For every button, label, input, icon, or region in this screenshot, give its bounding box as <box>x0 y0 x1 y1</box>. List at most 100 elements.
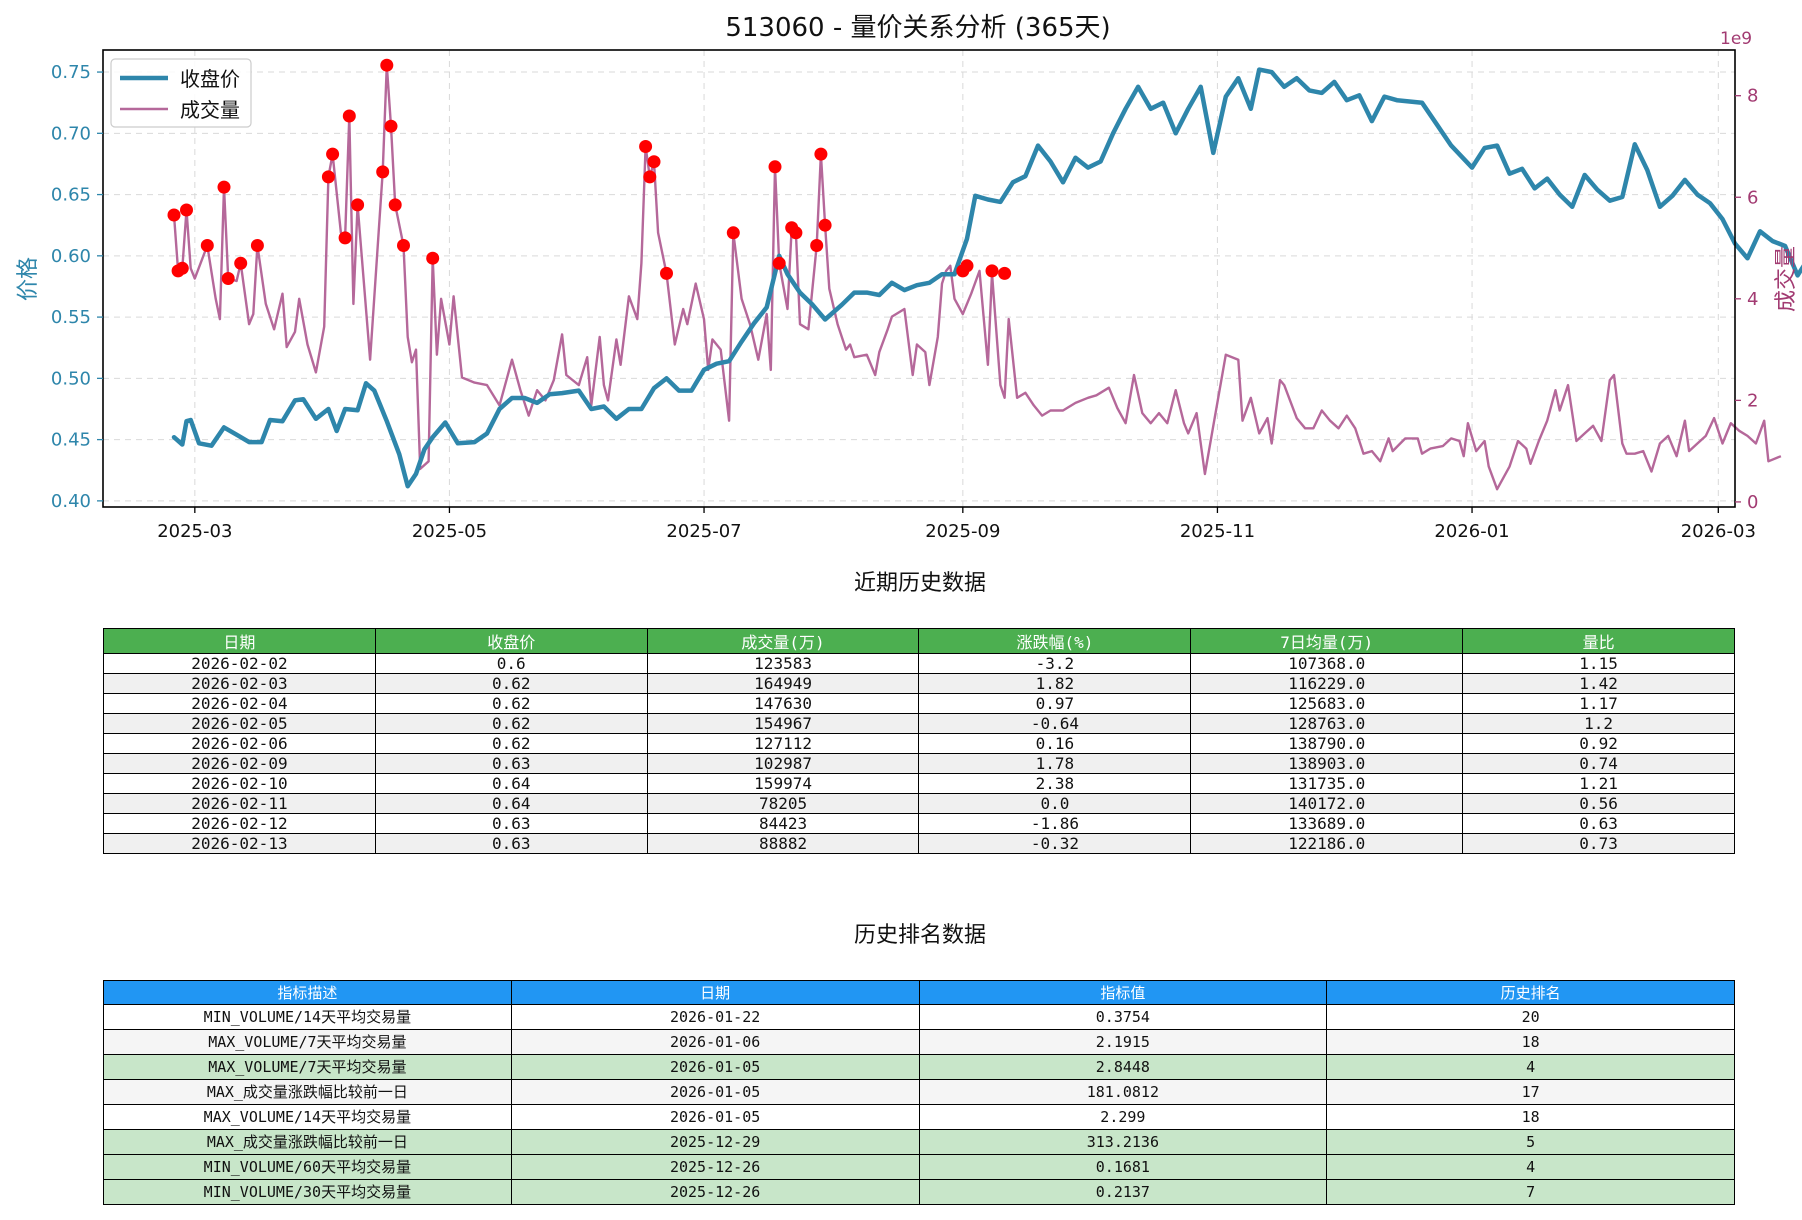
table-cell: 116229.0 <box>1190 673 1464 694</box>
table-cell: 1.17 <box>1462 693 1735 714</box>
volume-spike-point <box>217 180 231 194</box>
y-tick-label: 0.50 <box>51 368 91 389</box>
table-cell: 17 <box>1326 1079 1735 1105</box>
table-row: 2026-02-09 0.63 102987 1.78 138903.0 0.74 <box>103 753 1735 774</box>
table-row: MAX_成交量涨跌幅比较前一日 2025-12-29 313.2136 5 <box>103 1129 1735 1155</box>
x-tick-label: 2025-03 <box>157 521 232 542</box>
table-cell: 0.6 <box>374 653 648 674</box>
volume-spike-point <box>772 256 786 270</box>
x-tick-label: 2025-07 <box>666 521 741 542</box>
table-row: MAX_VOLUME/7天平均交易量 2026-01-06 2.1915 18 <box>103 1029 1735 1055</box>
volume-spike-point <box>814 147 828 161</box>
grid <box>103 50 1735 507</box>
volume-spike-point <box>643 170 657 184</box>
volume-spike-point <box>175 261 189 275</box>
table-cell: 2026-01-05 <box>510 1054 920 1080</box>
table-cell: 2.1915 <box>918 1029 1328 1055</box>
volume-spike-point <box>234 256 248 270</box>
table-cell: 128763.0 <box>1190 713 1464 734</box>
table-row: 2026-02-03 0.62 164949 1.82 116229.0 1.42 <box>103 673 1735 694</box>
volume-spike-point <box>818 218 832 232</box>
table-row: MIN_VOLUME/14天平均交易量 2026-01-22 0.3754 20 <box>103 1004 1735 1030</box>
table-cell: 138790.0 <box>1190 733 1464 754</box>
table-cell: 0.64 <box>374 793 648 814</box>
volume-spike-point <box>167 208 181 222</box>
table-cell: 7 <box>1326 1179 1735 1205</box>
table-cell: 18 <box>1326 1029 1735 1055</box>
table-cell: 4 <box>1326 1154 1735 1180</box>
y-tick-label: 0.65 <box>51 185 91 206</box>
table-cell: MAX_VOLUME/7天平均交易量 <box>103 1029 512 1055</box>
volume-spike-point <box>326 147 340 161</box>
table-cell: 131735.0 <box>1190 773 1464 794</box>
table-header-row: 指标描述 日期 指标值 历史排名 <box>103 980 1735 1005</box>
column-header: 收盘价 <box>374 628 648 654</box>
table-cell: 102987 <box>646 753 920 774</box>
table-row: 2026-02-05 0.62 154967 -0.64 128763.0 1.2 <box>103 713 1735 734</box>
volume-spike-point <box>726 226 740 240</box>
table-cell: -3.2 <box>918 653 1192 674</box>
table-cell: 2026-02-06 <box>103 733 376 754</box>
table-cell: 2025-12-29 <box>510 1129 920 1155</box>
volume-spike-point <box>985 264 999 278</box>
volume-series <box>172 64 1782 491</box>
table-cell: 123583 <box>646 653 920 674</box>
table-cell: 2026-02-04 <box>103 693 376 714</box>
table-header-row: 日期 收盘价 成交量(万) 涨跌幅(%) 7日均量(万) 量比 <box>103 628 1735 654</box>
y-tick-label: 0.55 <box>51 307 91 328</box>
y-axis-label: 价格 <box>16 257 41 301</box>
y-tick-label: 0.75 <box>51 62 91 83</box>
volume-spike-point <box>768 160 782 174</box>
y-tick-label: 0.45 <box>51 430 91 451</box>
table-cell: 1.78 <box>918 753 1192 774</box>
table-cell: 2026-02-10 <box>103 773 376 794</box>
y2-tick-label: 4 <box>1747 289 1758 310</box>
column-header: 涨跌幅(%) <box>918 628 1192 654</box>
table-cell: 2026-01-05 <box>510 1104 920 1130</box>
table-row: MAX_VOLUME/14天平均交易量 2026-01-05 2.299 18 <box>103 1104 1735 1130</box>
table-cell: 20 <box>1326 1004 1735 1030</box>
table-cell: 84423 <box>646 813 920 834</box>
volume-spike-point <box>660 266 673 280</box>
column-header: 指标描述 <box>103 980 512 1005</box>
table-row: MAX_成交量涨跌幅比较前一日 2026-01-05 181.0812 17 <box>103 1079 1735 1105</box>
table-cell: 1.21 <box>1462 773 1735 794</box>
legend: 收盘价 成交量 <box>110 58 252 128</box>
table-cell: 0.63 <box>374 833 648 854</box>
table-cell: 2026-01-06 <box>510 1029 920 1055</box>
y2-tick-label: 2 <box>1747 390 1758 411</box>
column-header: 日期 <box>510 980 920 1005</box>
volume-spike-point <box>221 272 235 285</box>
y-tick-label: 0.60 <box>51 246 91 267</box>
price-line <box>171 67 1802 489</box>
table-cell: 78205 <box>646 793 920 814</box>
volume-spike-markers <box>167 58 1012 285</box>
x-tick-label: 2025-05 <box>412 521 487 542</box>
table-cell: MAX_成交量涨跌幅比较前一日 <box>103 1129 512 1155</box>
table-cell: 18 <box>1326 1104 1735 1130</box>
table-cell: 2026-02-12 <box>103 813 376 834</box>
table-cell: 181.0812 <box>918 1079 1328 1105</box>
y2-axis-multiplier: 1e9 <box>1720 29 1752 49</box>
column-header: 成交量(万) <box>646 628 920 654</box>
plot-frame <box>102 49 1736 508</box>
table-cell: 0.3754 <box>918 1004 1328 1030</box>
column-header: 指标值 <box>918 980 1328 1005</box>
volume-spike-point <box>180 203 193 217</box>
y2-tick-label: 6 <box>1747 187 1758 208</box>
volume-spike-point <box>810 239 824 252</box>
table-cell: 1.2 <box>1462 713 1735 734</box>
table-row: 2026-02-10 0.64 159974 2.38 131735.0 1.21 <box>103 773 1735 794</box>
y-tick-label: 0.40 <box>51 491 91 512</box>
table-cell: 133689.0 <box>1190 813 1464 834</box>
table-cell: 0.16 <box>918 733 1192 754</box>
table-cell: 0.2137 <box>918 1179 1328 1205</box>
volume-spike-point <box>647 155 661 169</box>
table-cell: 164949 <box>646 673 920 694</box>
table-cell: 0.63 <box>374 813 648 834</box>
recent-history-table: 日期 收盘价 成交量(万) 涨跌幅(%) 7日均量(万) 量比 2026-02-02 0.6… <box>103 628 1735 854</box>
table-cell: 0.63 <box>374 753 648 774</box>
table-cell: 2.38 <box>918 773 1192 794</box>
y2-tick-label: 8 <box>1747 86 1758 107</box>
